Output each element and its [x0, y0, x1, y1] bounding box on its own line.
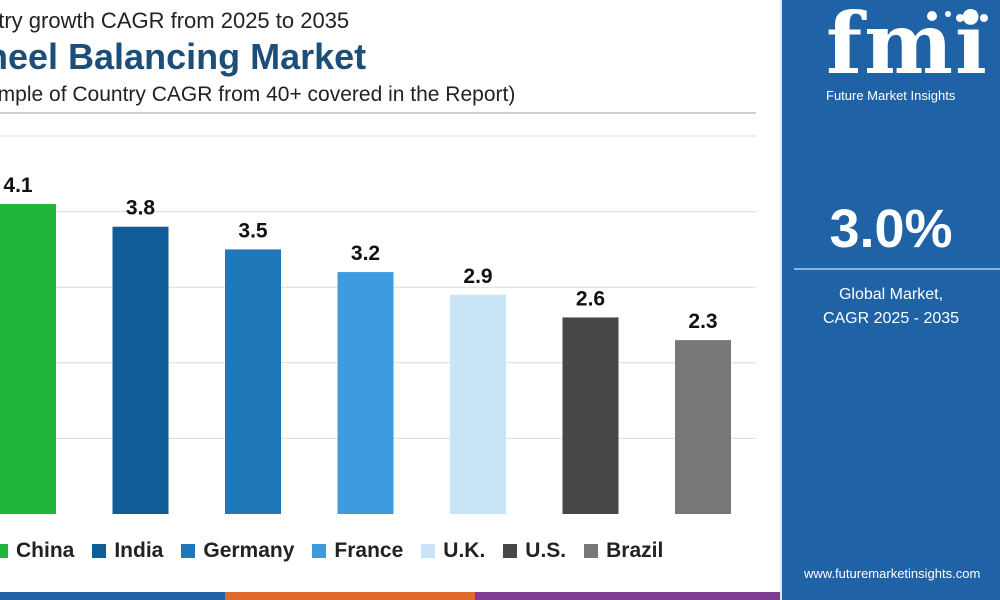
legend-item: Germany [181, 539, 294, 563]
website-link[interactable]: www.futuremarketinsights.com [804, 566, 981, 581]
logo-accent-icon [927, 10, 988, 22]
data-label: 2.3 [688, 310, 717, 333]
legend-item: U.S. [503, 539, 566, 563]
chart-legend: China India Germany France U.K. U.S. Brazil [0, 536, 681, 566]
data-label: 3.5 [238, 219, 268, 242]
legend-swatch [421, 544, 436, 558]
legend-swatch [0, 544, 8, 558]
legend-item: China [0, 539, 74, 563]
global-market-caption: Global Market, [838, 286, 944, 303]
strip-segment-blue [0, 592, 225, 600]
legend-item: U.K. [421, 539, 485, 563]
legend-item: Brazil [584, 539, 663, 563]
legend-label: U.K. [443, 539, 486, 562]
legend-label: U.S. [525, 539, 567, 562]
strip-segment-purple [475, 592, 780, 600]
legend-swatch [181, 544, 196, 558]
chart-subtitle: ample of Country CAGR from 40+ covered i… [0, 83, 516, 106]
bar-chart: 4.1 3.8 3.5 3.2 2.9 2.6 2.3 [0, 135, 756, 515]
legend-label: France [334, 539, 404, 562]
strip-segment-orange [225, 592, 475, 600]
data-label: 2.9 [463, 265, 492, 288]
cagr-period-caption: CAGR 2025 - 2035 [822, 310, 960, 327]
legend-label: Brazil [606, 539, 664, 562]
legend-label: China [16, 539, 75, 562]
global-cagr-value: 3.0% [829, 199, 953, 259]
panel-divider [794, 268, 1000, 270]
bar-germany [225, 249, 281, 514]
data-label: 4.1 [3, 174, 33, 197]
logo-subtitle: Future Market Insights [826, 88, 956, 103]
bottom-color-strip [0, 592, 780, 600]
bar-us [562, 317, 619, 514]
legend-item: France [312, 539, 403, 563]
legend-item: India [92, 539, 163, 563]
title-divider [0, 112, 756, 114]
data-label: 2.6 [576, 287, 605, 310]
legend-label: Germany [203, 539, 295, 562]
legend-swatch [312, 544, 327, 558]
legend-swatch [92, 544, 107, 558]
chart-title: heel Balancing Market [0, 36, 367, 77]
chart-area: ntry growth CAGR from 2025 to 2035 heel … [0, 8, 780, 600]
data-label: 3.2 [351, 242, 380, 265]
legend-swatch [503, 544, 518, 558]
summary-panel: fmi Future Market Insights 3.0% Global M… [782, 0, 1000, 600]
bar-france [337, 272, 394, 514]
bar-uk [450, 294, 506, 514]
bar-brazil [675, 340, 731, 514]
bar-india [112, 226, 169, 514]
data-label: 3.8 [126, 197, 156, 220]
legend-label: India [114, 539, 164, 562]
fmi-logo: fmi [826, 0, 989, 93]
legend-swatch [584, 544, 599, 558]
chart-title-line1: ntry growth CAGR from 2025 to 2035 [0, 8, 350, 33]
panel-edge [780, 0, 782, 600]
bar-china [0, 204, 56, 515]
